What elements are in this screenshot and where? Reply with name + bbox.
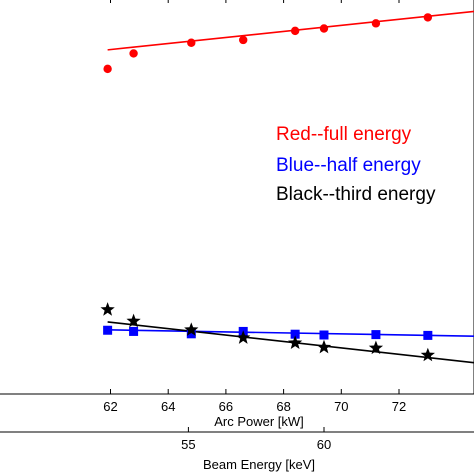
- data-point-square: [371, 330, 381, 340]
- plot-axes: [0, 0, 474, 433]
- data-point-star: [100, 302, 115, 316]
- x-tick-label: 68: [276, 399, 290, 414]
- data-point-star: [368, 340, 384, 355]
- x-tick-label: 70: [334, 399, 348, 414]
- data-point-square: [290, 329, 300, 339]
- x-tick-label: 64: [161, 399, 175, 414]
- secondary-x-axis-label: Beam Energy [keV]: [203, 457, 315, 472]
- data-point-square: [319, 330, 329, 340]
- data-point-star: [184, 322, 199, 336]
- fit-line-series-0: [107, 10, 474, 51]
- data-point-circle: [423, 13, 433, 22]
- data-point-circle: [187, 38, 196, 47]
- data-point-star: [288, 335, 303, 349]
- data-point-square: [186, 329, 196, 339]
- x-tick-label: 66: [219, 399, 233, 414]
- x2-tick-label: 55: [181, 437, 195, 452]
- data-point-circle: [103, 64, 112, 74]
- data-markers: [100, 13, 435, 362]
- data-point-star: [236, 330, 251, 344]
- data-point-square: [423, 330, 433, 340]
- tick-labels: 62 64 66 68 70 72 55 60: [103, 399, 406, 452]
- data-point-circle: [319, 24, 329, 33]
- legend-entry-black: Black--third energy: [276, 184, 436, 205]
- x-tick-label: 62: [103, 399, 117, 414]
- x2-tick-label: 60: [317, 437, 331, 452]
- plot-frame: [0, 0, 474, 395]
- data-point-circle: [290, 26, 300, 36]
- x-axis-label: Arc Power [kW]: [214, 414, 304, 429]
- data-point-star: [126, 313, 141, 328]
- legend-entry-red: Red--full energy: [276, 124, 412, 145]
- data-point-circle: [129, 49, 138, 58]
- legend: Red--full energy Blue--half energy Black…: [276, 124, 436, 205]
- data-point-star: [420, 347, 435, 362]
- data-point-star: [316, 339, 332, 354]
- data-point-circle: [239, 35, 248, 45]
- data-point-square: [103, 325, 113, 335]
- data-point-square: [129, 326, 139, 336]
- legend-entry-blue: Blue--half energy: [276, 155, 421, 176]
- x-tick-label: 72: [392, 399, 406, 414]
- data-point-circle: [371, 19, 381, 28]
